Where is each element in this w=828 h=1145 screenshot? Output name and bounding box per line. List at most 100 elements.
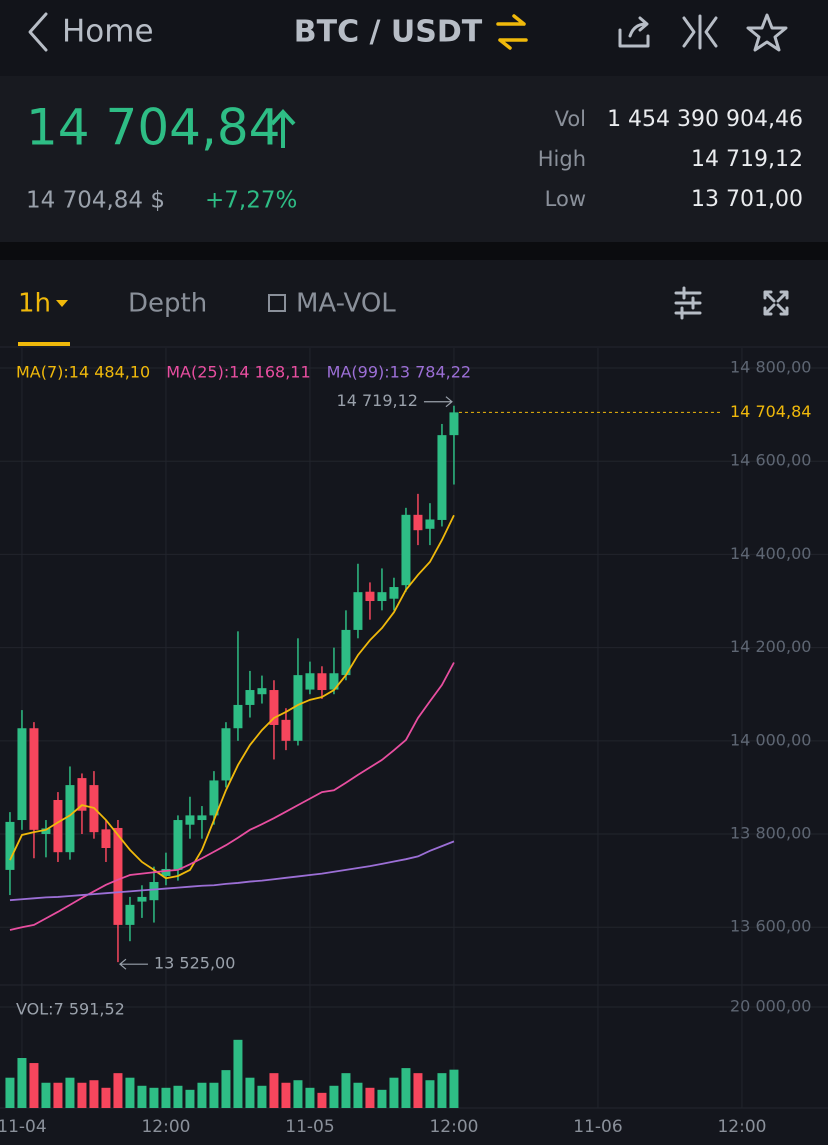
volume-bar: [65, 1077, 75, 1108]
candle-body: [161, 868, 171, 876]
volume-bar: [197, 1082, 207, 1108]
dropdown-icon[interactable]: [56, 300, 68, 307]
candle-body: [257, 688, 267, 695]
compare-icon[interactable]: [682, 14, 718, 50]
high-marker-arrow: [423, 396, 453, 408]
tab-underline: [18, 342, 70, 346]
legend-entry: MA(99):13 784,22: [327, 363, 471, 382]
volume-bar: [317, 1092, 327, 1108]
volume-bar: [353, 1082, 363, 1108]
ticker-panel: [0, 76, 828, 242]
y-tick-label: 13 600,00: [730, 917, 811, 936]
x-tick-label: 12:00: [429, 1117, 478, 1137]
volume-bar: [401, 1068, 411, 1108]
candle-body: [65, 785, 75, 853]
volume-bar: [77, 1082, 87, 1108]
volume-bar: [449, 1069, 459, 1108]
up-arrow: [270, 109, 296, 148]
volume-bar: [89, 1080, 99, 1108]
tab[interactable]: MA-VOL: [296, 289, 396, 319]
volume-bar: [413, 1073, 423, 1108]
volume-bar: [257, 1085, 267, 1108]
volume-bar: [245, 1077, 255, 1108]
x-tick-label: 11-04: [0, 1117, 47, 1137]
candle-body: [377, 592, 387, 602]
candle-body: [425, 519, 435, 529]
candle-body: [269, 690, 279, 725]
candle-body: [17, 728, 27, 821]
volume-bar: [233, 1039, 243, 1108]
y-tick-label: 14 200,00: [730, 637, 811, 656]
candle-body: [209, 780, 219, 816]
last-price-label: 14 704,84: [730, 402, 811, 421]
candle-body: [293, 675, 303, 741]
stat-label: Low: [545, 187, 586, 211]
volume-bar: [365, 1087, 375, 1108]
y-tick-label: 20 000,00: [730, 996, 811, 1015]
fullscreen-icon[interactable]: [763, 290, 789, 316]
volume-bar: [281, 1082, 291, 1108]
volume-bar: [101, 1087, 111, 1108]
high-marker-label: 14 719,12: [337, 391, 418, 410]
volume-bar: [125, 1077, 135, 1108]
candle-body: [437, 435, 447, 520]
volume-bar: [329, 1085, 339, 1108]
candle-body: [401, 514, 411, 586]
ma-line: [9, 840, 455, 902]
candle-body: [5, 821, 15, 870]
back-icon[interactable]: [28, 12, 48, 52]
candle-body: [341, 629, 351, 676]
volume-bar: [137, 1085, 147, 1108]
change: +7,27%: [205, 188, 297, 214]
swap-icon[interactable]: [496, 14, 528, 50]
volume-bar: [29, 1063, 39, 1108]
price-usd: 14 704,84 $: [26, 188, 165, 214]
candle-body: [77, 778, 87, 811]
tab-active[interactable]: 1h: [18, 289, 51, 319]
candle-body: [317, 673, 327, 691]
candle-body: [329, 673, 339, 690]
low-marker-arrow: [119, 958, 148, 970]
candle-body: [113, 827, 123, 925]
volume-bar: [53, 1082, 63, 1108]
legend-entry: MA(7):14 484,10: [16, 363, 150, 382]
stat-value: 14 719,12: [691, 147, 803, 172]
candle-body: [233, 704, 243, 729]
volume-bar: [437, 1073, 447, 1108]
candle-body: [365, 591, 375, 602]
y-tick-label: 13 800,00: [730, 824, 811, 843]
candle-body: [449, 412, 459, 436]
stat-value: 13 701,00: [691, 187, 803, 212]
share-icon[interactable]: [618, 16, 650, 48]
pair[interactable]: BTC / USDT: [294, 15, 483, 50]
favorite-icon[interactable]: [746, 13, 788, 52]
candle-body: [101, 829, 111, 849]
ma-line: [9, 662, 455, 931]
candle-body: [41, 828, 51, 835]
candle-body: [197, 815, 207, 821]
candle-body: [221, 728, 231, 781]
last-price: 14 704,84: [26, 99, 280, 157]
y-tick-label: 14 000,00: [730, 730, 811, 749]
volume-bar: [221, 1070, 231, 1108]
indicator-icon[interactable]: [268, 294, 286, 312]
candle-body: [281, 719, 291, 741]
x-tick-label: 12:00: [141, 1117, 190, 1137]
tab[interactable]: Depth: [128, 289, 207, 319]
volume-bar: [185, 1089, 195, 1108]
stat-value: 1 454 390 904,46: [607, 107, 803, 132]
settings-icon[interactable]: [674, 286, 702, 320]
back-label[interactable]: Home: [62, 14, 154, 50]
y-tick-label: 14 600,00: [730, 451, 811, 470]
volume-bar: [209, 1082, 219, 1108]
stat-label: High: [538, 147, 586, 171]
candle-body: [149, 882, 159, 901]
volume-bar: [269, 1073, 279, 1108]
candle-body: [245, 690, 255, 705]
volume-bar: [5, 1077, 15, 1108]
volume-bar: [425, 1080, 435, 1108]
separator: [0, 242, 828, 260]
volume-bar: [293, 1080, 303, 1108]
